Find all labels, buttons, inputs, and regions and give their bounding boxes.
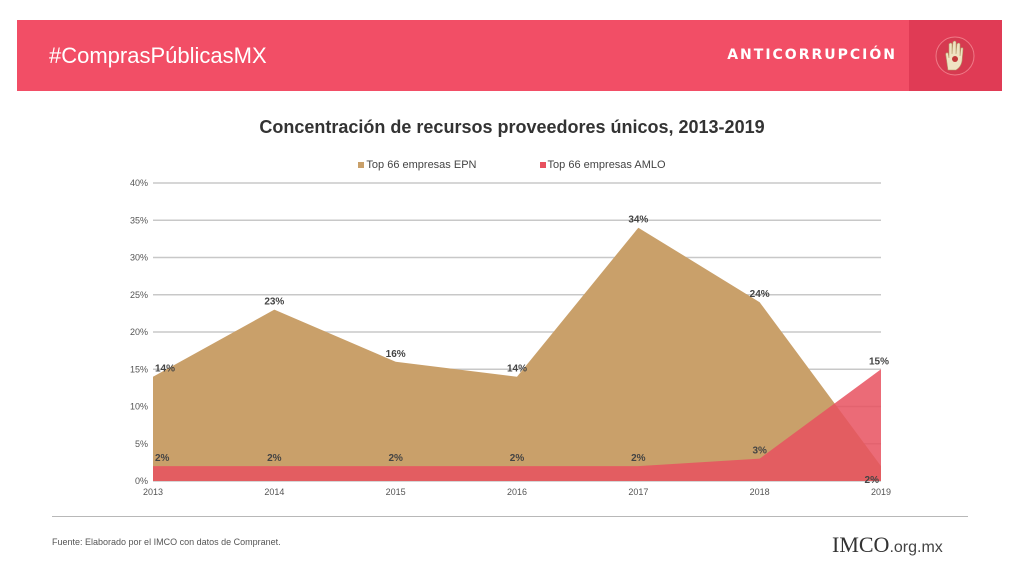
y-tick-label: 30% xyxy=(130,253,148,263)
imco-logo: IMCO.org.mx xyxy=(832,532,943,558)
chart-legend: Top 66 empresas EPN Top 66 empresas AMLO xyxy=(0,159,1024,171)
legend-item-epn: Top 66 empresas EPN xyxy=(358,159,476,171)
data-label: 24% xyxy=(750,289,770,300)
x-tick-label: 2016 xyxy=(507,487,527,497)
section-label: ANTICORRUPCIÓN xyxy=(727,47,897,63)
hashtag-title: #ComprasPúblicasMX xyxy=(49,43,267,68)
y-tick-label: 15% xyxy=(130,364,148,374)
y-tick-label: 20% xyxy=(130,327,148,337)
logo-text: IMCO xyxy=(832,532,890,557)
y-tick-label: 5% xyxy=(135,439,148,449)
legend-swatch-amlo xyxy=(539,162,546,169)
y-tick-label: 25% xyxy=(130,290,148,300)
chart-title: Concentración de recursos proveedores ún… xyxy=(259,117,765,137)
y-tick-label: 40% xyxy=(130,178,148,188)
y-tick-label: 10% xyxy=(130,402,148,412)
legend-item-amlo: Top 66 empresas AMLO xyxy=(539,159,666,171)
data-label: 2% xyxy=(865,475,880,486)
data-label: 14% xyxy=(507,364,527,375)
data-label: 23% xyxy=(264,297,284,308)
y-tick-label: 0% xyxy=(135,476,148,486)
legend-swatch-epn xyxy=(358,162,365,169)
header-bar: #ComprasPúblicasMX ANTICORRUPCIÓN xyxy=(17,20,1002,91)
data-label: 2% xyxy=(388,453,403,464)
data-label: 2% xyxy=(155,453,170,464)
x-tick-label: 2017 xyxy=(628,487,648,497)
data-label: 15% xyxy=(869,356,889,367)
data-label: 34% xyxy=(628,215,648,226)
x-tick-label: 2018 xyxy=(750,487,770,497)
data-label: 2% xyxy=(510,453,525,464)
footer-divider xyxy=(52,516,968,517)
data-label: 14% xyxy=(155,364,175,375)
data-label: 2% xyxy=(631,453,646,464)
x-tick-label: 2015 xyxy=(386,487,406,497)
source-note: Fuente: Elaborado por el IMCO con datos … xyxy=(52,537,281,547)
data-label: 3% xyxy=(752,446,767,457)
legend-label-amlo: Top 66 empresas AMLO xyxy=(547,159,666,171)
data-label: 16% xyxy=(386,349,406,360)
badge-box xyxy=(909,20,1002,91)
y-tick-label: 35% xyxy=(130,215,148,225)
raised-hand-icon xyxy=(935,36,975,76)
x-tick-label: 2013 xyxy=(143,487,163,497)
area-amlo xyxy=(153,369,881,481)
x-tick-label: 2019 xyxy=(871,487,891,497)
area-epn xyxy=(153,227,881,481)
legend-label-epn: Top 66 empresas EPN xyxy=(366,159,477,171)
logo-domain: .org.mx xyxy=(889,539,943,556)
x-tick-label: 2014 xyxy=(264,487,284,497)
data-label: 2% xyxy=(267,453,282,464)
